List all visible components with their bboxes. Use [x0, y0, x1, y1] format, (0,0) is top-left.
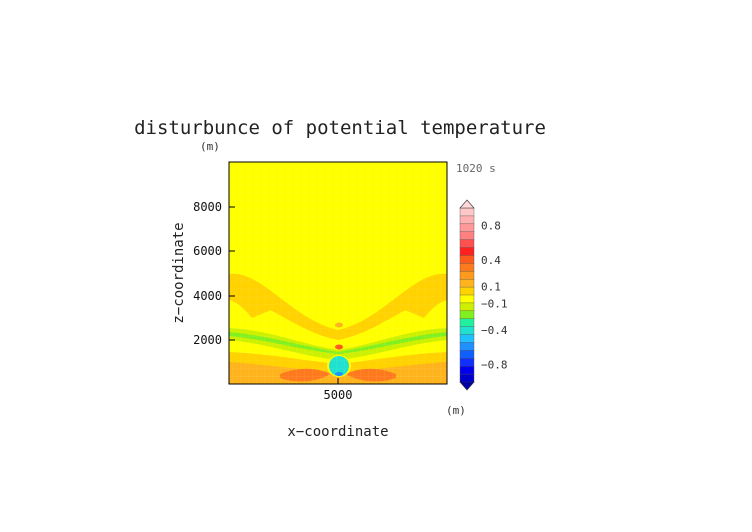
y-tick-label: 6000: [193, 244, 222, 258]
grid-overlay: [229, 162, 447, 384]
colorbar-swatch: [459, 278, 475, 288]
colorbar-swatch: [459, 302, 475, 312]
colorbar-swatch: [459, 215, 475, 225]
colorbar-swatch: [459, 263, 475, 272]
y-tick-label: 8000: [193, 200, 222, 214]
colorbar-label: 0.8: [481, 219, 501, 232]
y-tick-label: 4000: [193, 289, 222, 303]
x-ticks: 5000: [324, 378, 353, 402]
y-axis-label: z−coordinate: [171, 222, 187, 323]
colorbar-label: 0.1: [481, 280, 501, 293]
colorbar-bottom-arrow: [459, 381, 475, 391]
chart-title: disturbunce of potential temperature: [134, 117, 546, 139]
colorbar-swatch: [459, 239, 475, 249]
y-unit: (m): [200, 140, 220, 153]
colorbar-label: −0.1: [481, 298, 508, 311]
x-tick-label: 5000: [324, 388, 353, 402]
colorbar-swatch: [459, 334, 475, 344]
colorbar: 0.8 0.4 0.1 −0.1 −0.4 −0.8: [459, 199, 508, 391]
colorbar-swatch: [459, 342, 475, 352]
colorbar-swatch: [459, 223, 475, 233]
colorbar-swatch: [459, 255, 475, 265]
colorbar-swatch: [459, 271, 475, 280]
colorbar-swatch: [459, 247, 475, 257]
colorbar-swatch: [459, 286, 475, 296]
colorbar-label: 0.4: [481, 254, 501, 267]
colorbar-swatch: [459, 207, 475, 217]
colorbar-label: −0.4: [481, 324, 508, 337]
colorbar-top-arrow: [459, 199, 475, 209]
y-tick-label: 2000: [193, 333, 222, 347]
colorbar-swatch: [459, 373, 475, 383]
colorbar-swatch: [459, 326, 475, 336]
colorbar-swatch: [459, 358, 475, 367]
colorbar-swatch: [459, 350, 475, 359]
colorbar-swatch: [459, 318, 475, 328]
colorbar-swatch: [459, 365, 475, 375]
heatmap-field: [229, 162, 447, 384]
colorbar-swatch: [459, 310, 475, 320]
y-ticks: 2000 4000 6000 8000: [193, 200, 235, 347]
colorbar-swatch: [459, 294, 475, 304]
x-unit: (m): [446, 404, 466, 417]
time-label: 1020 s: [456, 162, 496, 175]
colorbar-label: −0.8: [481, 359, 508, 372]
x-axis-label: x−coordinate: [287, 424, 388, 440]
colorbar-swatch: [459, 231, 475, 241]
